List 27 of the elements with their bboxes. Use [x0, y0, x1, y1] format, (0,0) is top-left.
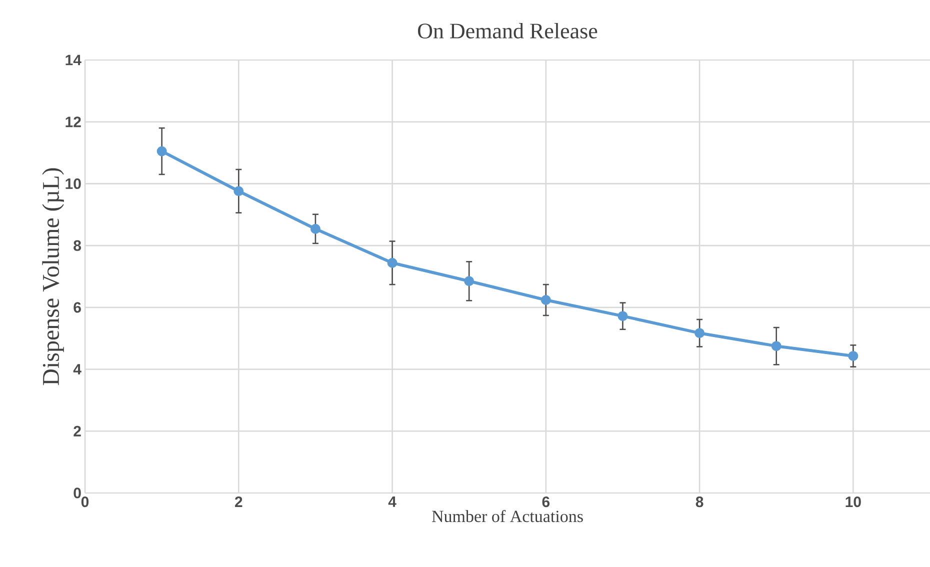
- y-tick-label: 8: [74, 240, 82, 251]
- point: [848, 350, 858, 361]
- point: [234, 186, 244, 196]
- point: [387, 258, 398, 268]
- y-tick-label: 0: [74, 488, 81, 498]
- point: [464, 276, 474, 286]
- point: [771, 341, 782, 352]
- y-axis-title: Dispense Volume (µL): [42, 168, 64, 386]
- point: [694, 328, 705, 338]
- point: [310, 224, 320, 234]
- y-tick-label: 14: [66, 54, 82, 66]
- x-axis-title: Number of Actuations: [432, 510, 583, 522]
- y-tick-label: 10: [66, 178, 81, 190]
- x-tick-label: 10: [846, 496, 861, 508]
- x-tick-label: 0: [81, 496, 89, 508]
- x-tick-label: 2: [234, 496, 242, 507]
- point: [618, 311, 628, 322]
- chart-title: On Demand Release: [418, 22, 598, 38]
- y-tick-label: 6: [74, 302, 81, 313]
- x-tick-label: 8: [696, 496, 704, 508]
- y-tick-label: 4: [73, 364, 82, 374]
- point: [540, 294, 551, 305]
- y-tick-label: 2: [74, 426, 81, 436]
- x-tick-label: 4: [388, 496, 396, 507]
- point: [156, 146, 167, 156]
- x-tick-label: 6: [542, 496, 550, 508]
- y-tick-label: 12: [66, 116, 81, 128]
